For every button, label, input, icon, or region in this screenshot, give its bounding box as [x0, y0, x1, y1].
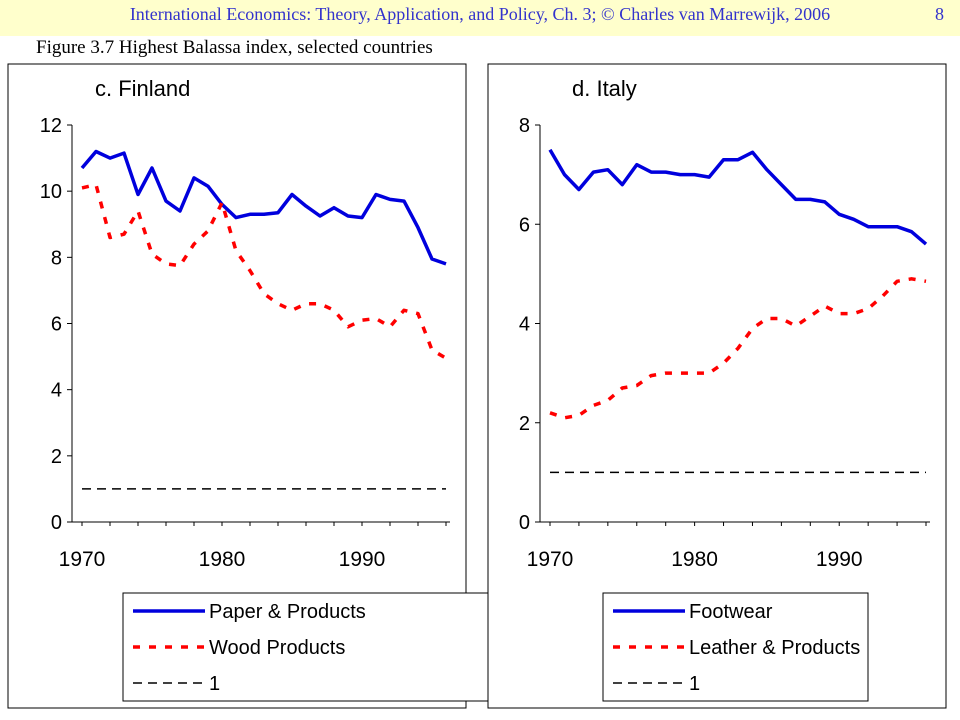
legend-label-2: 1	[689, 673, 700, 695]
x-tick-label: 1990	[816, 548, 863, 571]
chart-frame	[7, 63, 467, 709]
page-number: 8	[935, 4, 944, 24]
x-tick-label: 1980	[671, 548, 718, 571]
y-tick-label: 4	[519, 314, 530, 336]
chart-title: d. Italy	[572, 76, 637, 101]
legend-label-0: Paper & Products	[209, 601, 366, 623]
header-text: International Economics: Theory, Applica…	[129, 4, 831, 24]
figure-title: Figure 3.7 Highest Balassa index, select…	[36, 37, 433, 58]
series-line-0	[80, 149, 447, 266]
x-tick-label: 1980	[199, 548, 246, 571]
y-tick-label: 0	[51, 512, 62, 534]
header-bar	[0, 0, 960, 36]
x-tick-label: 1970	[59, 548, 106, 571]
legend-label-2: 1	[209, 673, 220, 695]
series-line-0	[548, 148, 928, 246]
x-tick-label: 1970	[527, 548, 574, 571]
y-tick-label: 2	[51, 446, 62, 468]
y-tick-label: 8	[51, 247, 62, 269]
y-tick-label: 2	[519, 413, 530, 435]
legend-label-0: Footwear	[689, 601, 773, 623]
chart-1: d. Italy 0 2 4 6 8 1970 1980 1990 Footwear Leather…	[487, 63, 947, 709]
x-tick-label: 1990	[339, 548, 386, 571]
chart-title: c. Finland	[95, 76, 190, 101]
series-line-1	[81, 182, 447, 360]
chart-frame	[487, 63, 947, 709]
chart-0: c. Finland 0 2 4 6 8 10 12 1970 1980 1990 Paper & P…	[7, 63, 489, 709]
y-tick-label: 0	[519, 512, 530, 534]
legend-label-1: Wood Products	[209, 637, 345, 659]
legend: Footwear Leather & Products 1	[602, 592, 869, 702]
y-tick-label: 6	[51, 314, 62, 336]
y-tick-label: 10	[40, 181, 62, 203]
y-tick-label: 4	[51, 380, 62, 402]
legend-label-1: Leather & Products	[689, 637, 860, 659]
y-tick-label: 12	[40, 115, 62, 137]
y-tick-label: 6	[519, 214, 530, 236]
series-line-1	[549, 277, 927, 420]
y-tick-label: 8	[519, 115, 530, 137]
legend: Paper & Products Wood Products 1	[122, 592, 489, 702]
